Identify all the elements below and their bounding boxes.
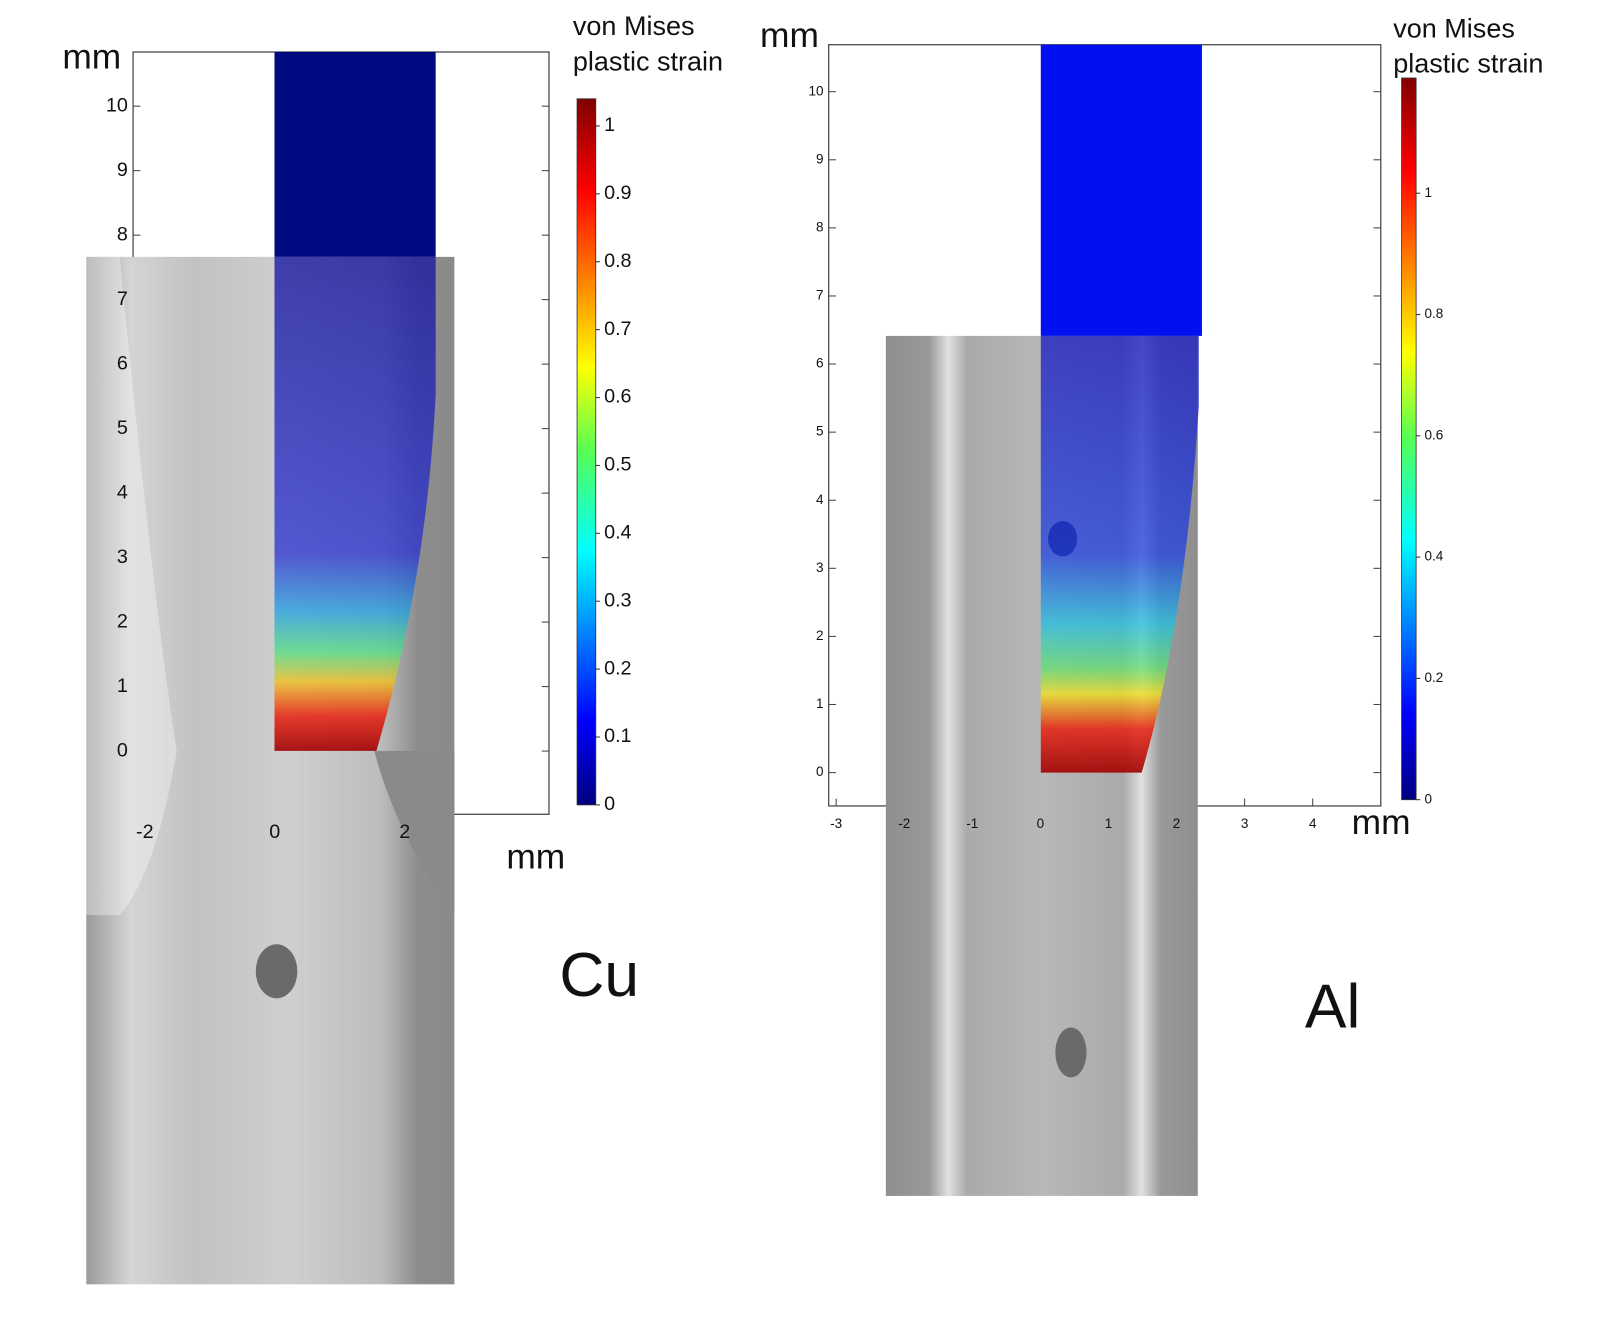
y-tick-label: 4 [117,481,128,503]
y-tick-label: 2 [816,628,824,643]
colorbar-title: von Mises [573,11,695,41]
x-tick-label: 0 [1037,816,1045,831]
x-tick-label: 2 [1173,816,1181,831]
y-tick-label: 10 [808,83,823,98]
colorbar-tick-label: 0.9 [604,182,631,204]
colorbar-tick-label: 0.2 [604,657,631,679]
y-tick-label: 10 [106,94,128,116]
colorbar-tick-label: 0 [1424,791,1432,806]
colorbar-title: plastic strain [573,47,723,77]
colorbar-tick-label: 0.2 [1424,670,1443,685]
colorbar-tick-label: 0.6 [604,386,631,408]
y-tick-label: 8 [816,219,824,234]
y-tick-label: 6 [117,352,128,374]
colorbar [576,98,597,806]
y-tick-label: 1 [117,675,128,697]
x-tick-label: 4 [1309,816,1317,831]
panel-title: Cu [559,941,639,1010]
colorbar-tick-label: 0.3 [604,589,631,611]
y-tick-label: 0 [117,739,128,761]
x-tick-label: 1 [1105,816,1113,831]
y-tick-label: 6 [816,356,824,371]
y-tick-label: 3 [117,546,128,568]
y-tick-label: 9 [816,151,824,166]
strain-field-cu [274,51,436,751]
y-tick-label: 5 [816,424,824,439]
x-axis-label: mm [1352,803,1411,842]
x-tick-label: 3 [1241,816,1249,831]
colorbar-tick-label: 0.8 [1424,306,1443,321]
x-tick-label: -3 [830,816,842,831]
x-tick-label: -2 [136,821,154,843]
y-tick-label: 9 [117,159,128,181]
colorbar-tick-label: 1 [1424,185,1432,200]
y-tick-label: 0 [816,764,824,779]
colorbar [1401,77,1417,801]
colorbar-tick-label: 0.4 [1424,549,1443,564]
y-tick-label: 4 [816,492,824,507]
colorbar-tick-label: 0.6 [1424,427,1443,442]
panel-title: Al [1305,972,1360,1041]
y-axis-label: mm [62,38,121,77]
y-tick-label: 5 [117,417,128,439]
colorbar-tick-label: 0.4 [604,522,631,544]
y-tick-label: 2 [117,610,128,632]
x-tick-label: -1 [966,816,978,831]
y-tick-label: 7 [816,288,824,303]
colorbar-title: plastic strain [1393,49,1543,79]
colorbar-tick-label: 0.5 [604,454,631,476]
y-axis-label: mm [760,16,819,55]
y-tick-label: 8 [117,223,128,245]
colorbar-tick-label: 0.8 [604,250,631,272]
x-tick-label: 2 [399,821,410,843]
colorbar-tick-label: 1 [604,114,615,136]
colorbar-tick-label: 0.1 [604,725,631,747]
y-tick-label: 7 [117,288,128,310]
x-axis-label: mm [506,837,565,876]
colorbar-title: von Mises [1393,13,1515,43]
x-tick-label: -2 [898,816,910,831]
strain-field-al [1040,44,1202,773]
colorbar-tick-label: 0.7 [604,318,631,340]
x-tick-label: 0 [269,821,280,843]
y-tick-label: 3 [816,560,824,575]
colorbar-tick-label: 0 [604,793,615,815]
y-tick-label: 1 [816,696,824,711]
